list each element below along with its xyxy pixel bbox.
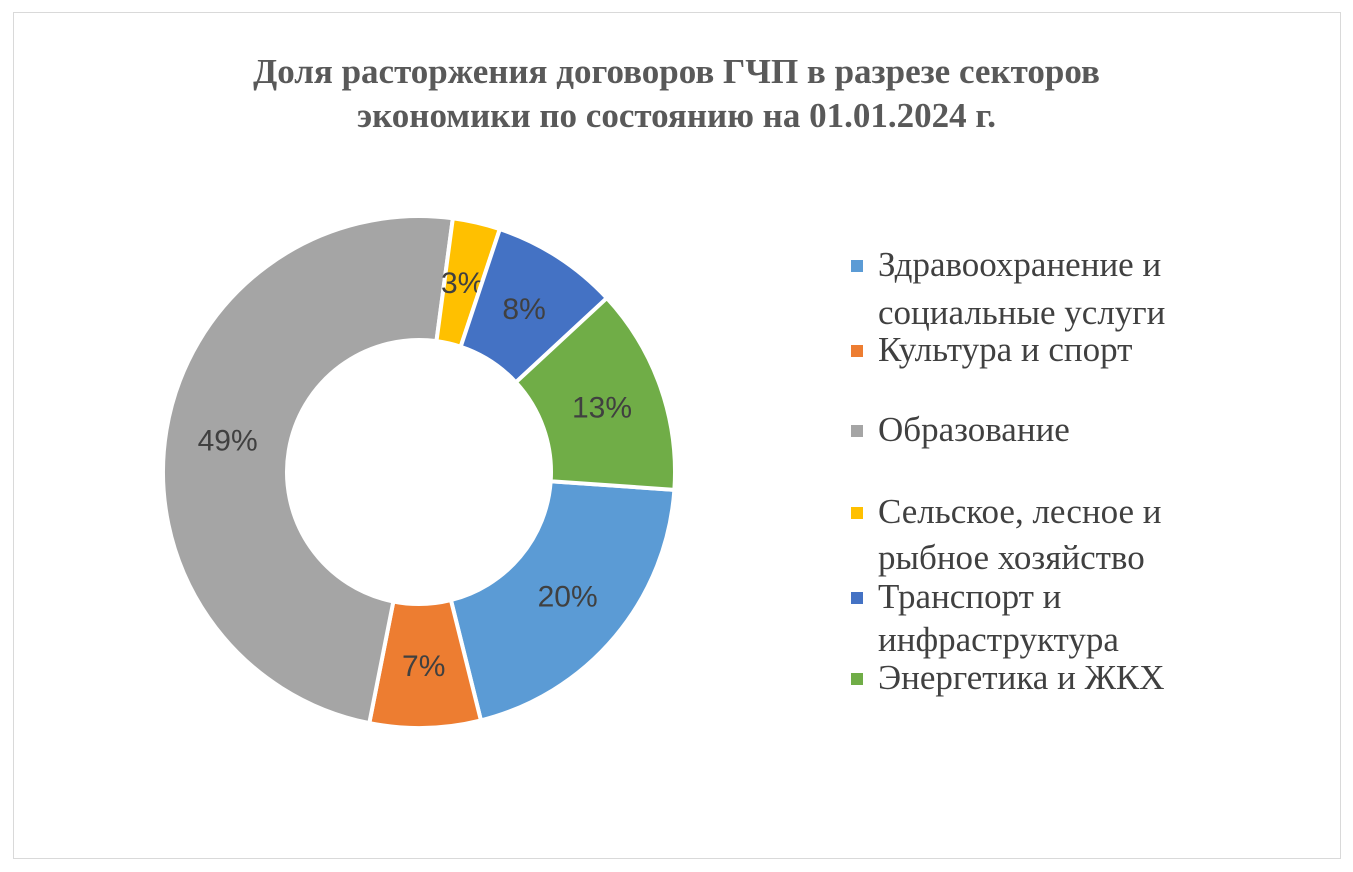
legend-swatch-0 (851, 260, 863, 272)
legend-label-4-1: инфраструктура (878, 620, 1119, 659)
data-label-4: 8% (502, 293, 545, 326)
data-label-2: 49% (198, 424, 258, 457)
legend-swatch-5 (851, 673, 863, 685)
legend-swatch-2 (851, 425, 863, 437)
legend-label-0-0: Здравоохранение и (878, 245, 1162, 284)
legend-label-3-1: рыбное хозяйство (878, 538, 1145, 577)
legend-label-0-1: социальные услуги (878, 293, 1166, 332)
legend-label-2-0: Образование (878, 410, 1070, 449)
donut-slice-5 (513, 295, 677, 492)
data-label-0: 20% (538, 581, 598, 614)
donut-slice-0 (448, 479, 677, 723)
data-label-1: 7% (402, 650, 445, 683)
legend-label-1-0: Культура и спорт (878, 330, 1133, 369)
chart-title-line-1: Доля расторжения договоров ГЧП в разрезе… (253, 52, 1100, 91)
chart-area (13, 12, 1341, 859)
legend-swatch-1 (851, 345, 863, 357)
legend-label-5-0: Энергетика и ЖКХ (878, 658, 1165, 697)
legend-label-4-0: Транспорт и (878, 577, 1062, 616)
chart-title: Доля расторжения договоров ГЧП в разрезе… (0, 50, 1353, 138)
donut-slice-2 (161, 214, 456, 726)
legend-label-3-0: Сельское, лесное и (878, 492, 1162, 531)
chart-title-line-2: экономики по состоянию на 01.01.2024 г. (356, 96, 997, 135)
legend-swatch-3 (851, 507, 863, 519)
legend-swatch-4 (851, 592, 863, 604)
data-label-5: 13% (572, 392, 632, 425)
